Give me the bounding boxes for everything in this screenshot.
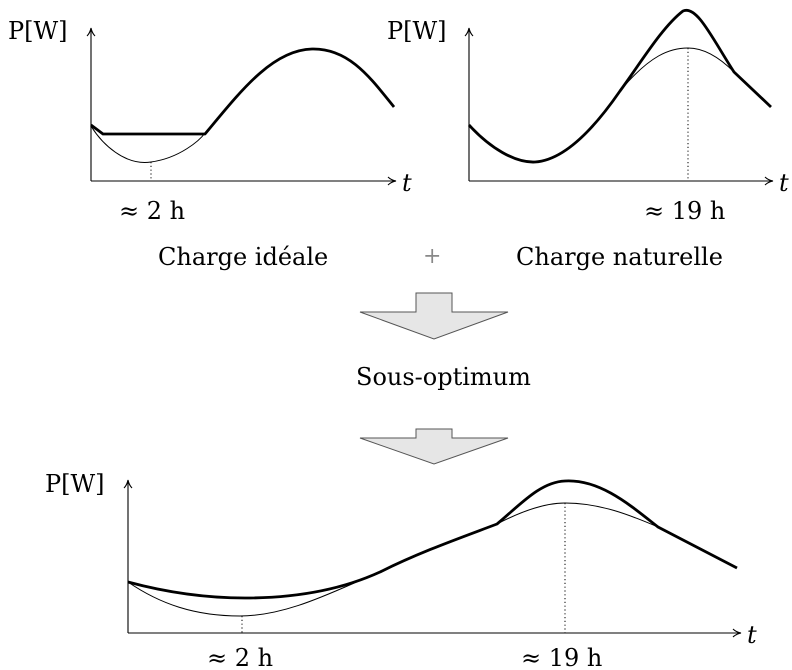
- caption-charge-ideale: Charge idéale: [158, 243, 328, 271]
- natural-load-curve: [467, 8, 772, 164]
- caption-charge-naturelle: Charge naturelle: [516, 243, 723, 271]
- natural-curve-peak: [496, 502, 659, 528]
- x-axis-arrowhead: [387, 176, 397, 186]
- y-axis-arrowhead: [123, 479, 133, 489]
- x-axis-label: t: [402, 169, 412, 197]
- natural-curve: [619, 47, 735, 92]
- time-marker-label-left: ≈ 2 h: [207, 644, 273, 670]
- y-axis-label: P[W]: [387, 17, 447, 45]
- y-axis-label: P[W]: [8, 17, 68, 45]
- x-axis-arrowhead: [732, 628, 742, 638]
- down-arrow-icon: [359, 292, 509, 340]
- plot-charge-naturelle: P[W] t ≈ 19 h: [387, 8, 789, 225]
- down-arrow-icon: [359, 428, 509, 465]
- plus-sign: +: [423, 244, 441, 269]
- y-axis-label: P[W]: [45, 470, 105, 498]
- caption-sous-optimum: Sous-optimum: [356, 363, 531, 391]
- ideal-load-curve: [90, 47, 396, 136]
- time-marker-label-right: ≈ 19 h: [521, 644, 602, 670]
- y-axis-arrowhead: [86, 27, 96, 37]
- x-axis-label: t: [779, 169, 789, 197]
- time-marker-label: ≈ 2 h: [119, 197, 185, 225]
- plot-charge-ideale: P[W] t ≈ 2 h: [8, 17, 412, 225]
- natural-curve-valley: [127, 571, 381, 617]
- time-marker-label: ≈ 19 h: [644, 197, 725, 225]
- y-axis-arrowhead: [464, 27, 474, 37]
- x-axis-arrowhead: [764, 176, 774, 186]
- x-axis-label: t: [747, 621, 757, 649]
- plot-sous-optimum: P[W] t ≈ 2 h ≈ 19 h: [45, 470, 757, 670]
- sub-optimal-load-curve: [127, 479, 738, 600]
- natural-curve: [90, 125, 206, 163]
